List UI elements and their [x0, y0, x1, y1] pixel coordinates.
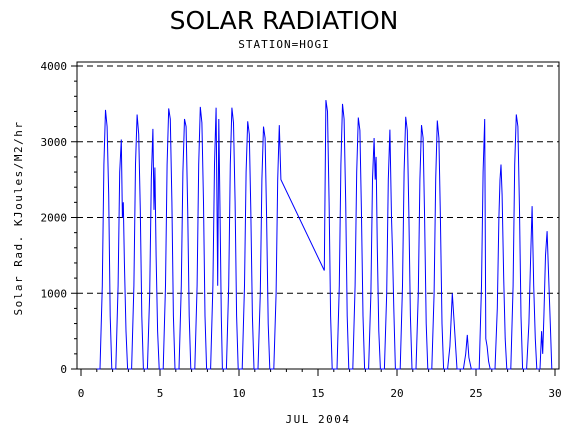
x-axis-label: JUL 2004 [286, 413, 351, 426]
x-tick-label: 5 [157, 387, 164, 400]
x-tick-label: 30 [548, 387, 561, 400]
solar-radiation-line [96, 100, 553, 370]
plot-frame [76, 61, 560, 370]
x-tick-label: 25 [469, 387, 482, 400]
y-tick-label: 1000 [41, 287, 68, 300]
y-axis-label: Solar Rad. KJoules/M2/hr [12, 121, 25, 316]
y-tick-label: 3000 [41, 136, 68, 149]
chart-title: SOLAR RADIATION [170, 6, 399, 35]
chart-subtitle: STATION=HOGI [238, 38, 329, 51]
y-tick-label: 4000 [41, 60, 68, 73]
y-axis: 0 1000 2000 3000 4000 [41, 60, 77, 376]
x-tick-label: 20 [390, 387, 403, 400]
x-axis: 0 5 10 15 20 25 30 [78, 369, 562, 400]
x-tick-label: 15 [311, 387, 324, 400]
x-tick-label: 0 [78, 387, 85, 400]
y-tick-label: 2000 [41, 212, 68, 225]
y-tick-label: 0 [60, 363, 67, 376]
x-tick-label: 10 [232, 387, 245, 400]
gridlines [77, 65, 559, 294]
